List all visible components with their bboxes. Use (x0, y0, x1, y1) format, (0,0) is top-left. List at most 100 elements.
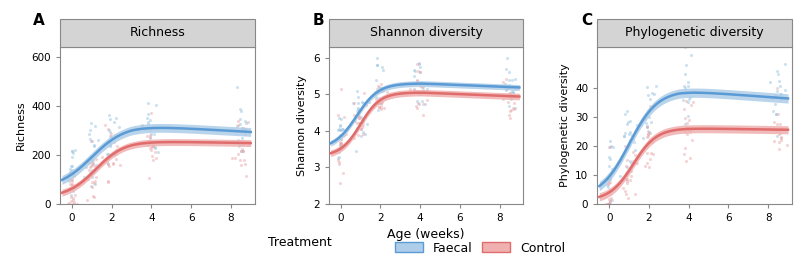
Point (625, 169, 638, 173)
Point (353, 109, 366, 113)
Point (143, 118, 156, 122)
Point (601, 183, 614, 187)
Point (774, 92, 786, 97)
Point (414, 91, 426, 95)
Point (242, 120, 254, 124)
Point (642, 93, 654, 97)
Point (143, 135, 156, 140)
Point (507, 101, 520, 105)
Point (678, 146, 691, 150)
Point (65, 193, 78, 197)
Text: A: A (33, 13, 45, 28)
Point (104, 143, 117, 147)
Point (604, 144, 617, 148)
Point (143, 128, 156, 132)
Point (641, 125, 654, 129)
Point (356, 125, 369, 129)
Point (68, 174, 81, 178)
Point (604, 176, 617, 180)
Point (146, 158, 159, 162)
Point (420, 90, 433, 94)
Point (90, 157, 102, 161)
Point (774, 134, 787, 139)
Point (625, 174, 638, 178)
Point (65, 170, 78, 174)
Point (82, 161, 95, 165)
Point (334, 133, 346, 137)
Point (66, 151, 79, 155)
Point (414, 64, 426, 69)
Point (146, 145, 158, 149)
Point (684, 126, 697, 130)
Point (374, 86, 387, 90)
Point (336, 134, 349, 138)
Point (360, 122, 373, 126)
Point (351, 113, 364, 117)
Point (421, 87, 434, 91)
Point (136, 124, 149, 128)
Point (354, 134, 367, 138)
Point (339, 132, 352, 136)
Point (87, 169, 100, 173)
Point (643, 140, 656, 144)
Point (620, 164, 633, 168)
Point (352, 116, 365, 120)
Point (642, 130, 655, 134)
Point (236, 136, 249, 140)
Point (65, 164, 78, 168)
Point (70, 201, 83, 206)
Point (336, 127, 349, 131)
Point (381, 90, 394, 94)
Point (238, 127, 251, 132)
Point (86, 162, 99, 166)
Point (86, 180, 98, 184)
Point (771, 72, 784, 76)
Point (684, 53, 697, 57)
Point (102, 127, 114, 131)
Point (643, 157, 656, 161)
Point (621, 181, 634, 185)
Point (410, 78, 423, 82)
Point (503, 115, 516, 120)
Point (64, 178, 77, 182)
Point (603, 201, 616, 206)
Point (628, 140, 641, 144)
Point (770, 128, 783, 132)
Point (604, 199, 617, 203)
Point (417, 113, 430, 117)
Point (108, 153, 121, 157)
Point (234, 107, 246, 111)
Point (87, 181, 100, 185)
Point (603, 180, 616, 184)
Point (90, 163, 103, 167)
Point (81, 198, 94, 202)
Point (604, 199, 617, 203)
Point (497, 80, 510, 84)
Point (622, 144, 635, 149)
Point (101, 152, 114, 156)
Point (357, 123, 370, 127)
Point (678, 130, 691, 134)
Point (778, 62, 791, 66)
Point (646, 91, 658, 95)
Point (681, 121, 694, 125)
Point (679, 45, 692, 49)
Point (86, 158, 99, 163)
Point (686, 138, 698, 142)
Point (416, 99, 429, 103)
Point (144, 146, 157, 150)
Point (96, 155, 109, 159)
Point (620, 165, 633, 169)
Point (678, 91, 691, 95)
Point (605, 196, 618, 200)
Point (646, 104, 659, 109)
Point (150, 156, 162, 161)
Point (770, 89, 783, 93)
Point (145, 140, 158, 144)
Point (645, 151, 658, 155)
Text: C: C (582, 13, 593, 28)
Point (415, 85, 428, 89)
Point (232, 123, 245, 127)
Point (88, 165, 101, 169)
Point (83, 171, 96, 175)
